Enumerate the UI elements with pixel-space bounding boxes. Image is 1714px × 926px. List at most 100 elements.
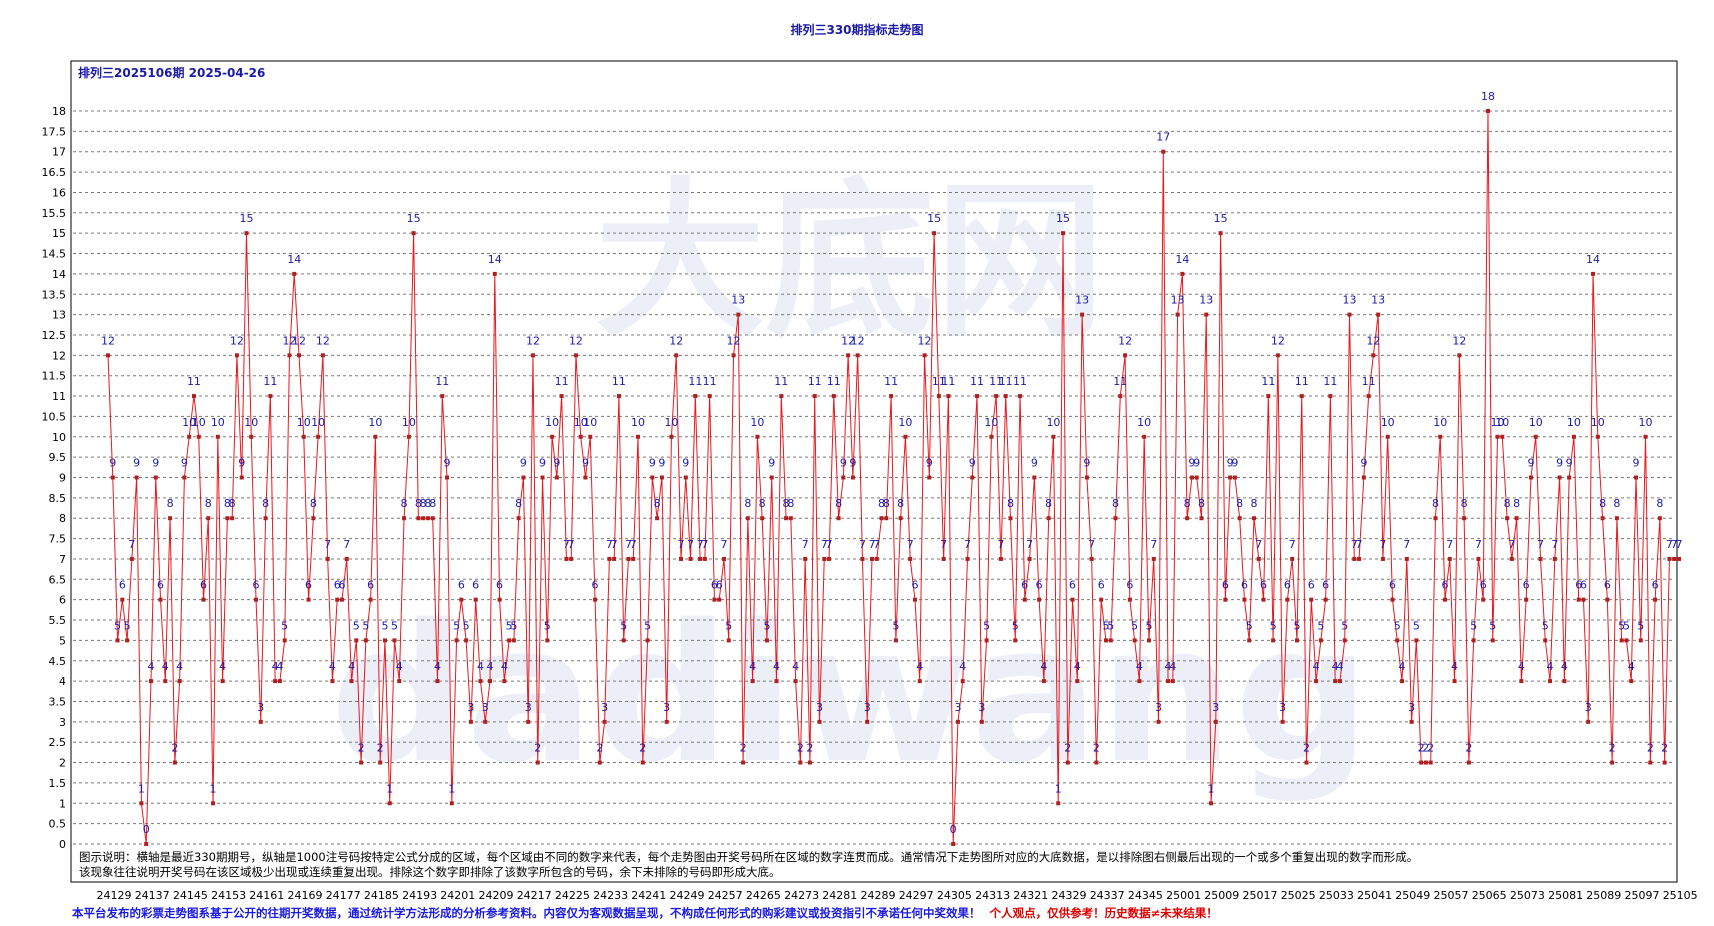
- data-point: [1400, 679, 1405, 684]
- data-point: [378, 760, 383, 765]
- data-point: [1471, 638, 1476, 643]
- data-label: 18: [1481, 90, 1495, 103]
- data-label: 12: [841, 334, 855, 347]
- data-point: [731, 353, 736, 358]
- data-label: 1: [210, 782, 217, 795]
- data-label: 4: [1336, 660, 1343, 673]
- data-point: [306, 597, 311, 602]
- y-tick-label: 10: [52, 431, 66, 444]
- data-label: 6: [1260, 579, 1267, 592]
- data-label: 4: [1313, 660, 1320, 673]
- data-label: 5: [391, 619, 398, 632]
- data-label: 7: [802, 538, 809, 551]
- data-point: [129, 556, 134, 561]
- data-label: 15: [239, 212, 253, 225]
- data-point: [473, 597, 478, 602]
- data-point: [655, 516, 660, 521]
- data-point: [1667, 556, 1672, 561]
- data-label: 7: [343, 538, 350, 551]
- y-tick-label: 12.5: [42, 329, 67, 342]
- data-label: 2: [1064, 742, 1071, 755]
- data-point: [1509, 556, 1514, 561]
- data-label: 10: [1495, 416, 1509, 429]
- data-label: 9: [1031, 457, 1038, 470]
- data-label: 9: [1566, 457, 1573, 470]
- data-label: 7: [873, 538, 880, 551]
- data-point: [893, 638, 898, 643]
- data-label: 3: [482, 701, 489, 714]
- data-label: 11: [884, 375, 898, 388]
- data-label: 3: [1408, 701, 1415, 714]
- data-label: 2: [1465, 742, 1472, 755]
- data-point: [788, 516, 793, 521]
- data-label: 8: [415, 497, 422, 510]
- data-label: 10: [984, 416, 998, 429]
- y-tick-label: 1.5: [49, 777, 67, 790]
- data-point: [1500, 434, 1505, 439]
- data-point: [1543, 638, 1548, 643]
- data-label: 10: [750, 416, 764, 429]
- data-point: [1170, 679, 1175, 684]
- data-point: [1328, 394, 1333, 399]
- data-point: [1256, 556, 1261, 561]
- data-label: 2: [377, 742, 384, 755]
- data-label: 6: [119, 579, 126, 592]
- data-label: 4: [749, 660, 756, 673]
- data-point: [1423, 760, 1428, 765]
- data-label: 12: [292, 334, 306, 347]
- data-label: 5: [281, 619, 288, 632]
- y-tick-label: 16.5: [42, 166, 67, 179]
- data-label: 8: [897, 497, 904, 510]
- data-point: [187, 434, 192, 439]
- data-point: [1051, 434, 1056, 439]
- data-label: 6: [305, 579, 312, 592]
- data-label: 2: [358, 742, 365, 755]
- y-tick-label: 0.5: [49, 818, 67, 831]
- x-tick-label: 25081: [1548, 889, 1583, 902]
- data-label: 4: [959, 660, 966, 673]
- data-point: [1180, 271, 1185, 276]
- data-point: [870, 556, 874, 561]
- data-point: [1247, 638, 1252, 643]
- x-tick-label: 25065: [1472, 889, 1507, 902]
- data-point: [497, 597, 502, 602]
- y-tick-label: 16: [52, 186, 66, 199]
- data-label: 7: [907, 538, 914, 551]
- data-point: [239, 475, 244, 480]
- data-point: [277, 679, 282, 684]
- data-point: [1161, 149, 1166, 154]
- data-label: 11: [999, 375, 1013, 388]
- data-point: [989, 434, 994, 439]
- data-point: [1662, 760, 1667, 765]
- data-point: [1113, 516, 1118, 521]
- data-label: 10: [583, 416, 597, 429]
- data-label: 0: [143, 823, 150, 836]
- data-label: 4: [477, 660, 484, 673]
- x-tick-label: 24185: [364, 889, 399, 902]
- x-tick-label: 24145: [173, 889, 208, 902]
- data-point: [1323, 597, 1328, 602]
- data-point: [1610, 760, 1615, 765]
- data-label: 5: [1489, 619, 1496, 632]
- data-label: 2: [740, 742, 747, 755]
- data-label: 10: [1381, 416, 1395, 429]
- data-point: [1094, 760, 1099, 765]
- data-point: [1462, 516, 1467, 521]
- data-label: 2: [1422, 742, 1429, 755]
- data-point: [827, 556, 832, 561]
- data-point: [254, 597, 259, 602]
- data-label: 11: [774, 375, 788, 388]
- data-point: [798, 760, 803, 765]
- data-point: [158, 597, 163, 602]
- data-point: [1003, 394, 1008, 399]
- data-label: 7: [1088, 538, 1095, 551]
- data-point: [1452, 679, 1457, 684]
- data-label: 9: [133, 457, 140, 470]
- x-tick-label: 24129: [97, 889, 132, 902]
- data-point: [879, 516, 884, 521]
- data-label: 6: [1322, 579, 1329, 592]
- data-point: [927, 475, 932, 480]
- data-label: 7: [940, 538, 947, 551]
- data-point: [1299, 394, 1304, 399]
- data-label: 8: [1656, 497, 1663, 510]
